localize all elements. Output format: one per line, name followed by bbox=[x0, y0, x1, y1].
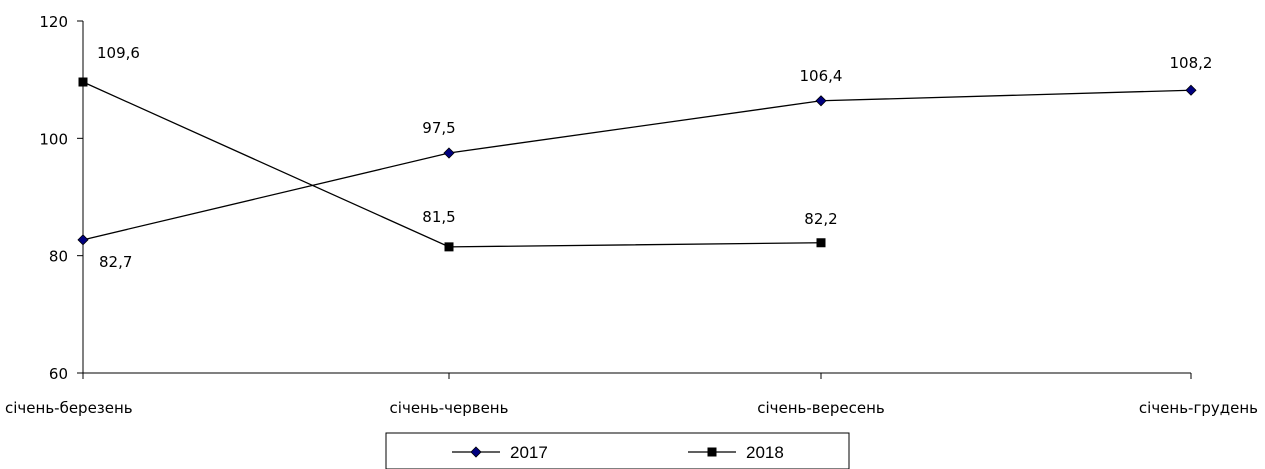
data-point-2018 bbox=[78, 77, 88, 87]
legend-label-2018: 2018 bbox=[746, 443, 784, 462]
x-tick-label: січень-вересень bbox=[757, 399, 885, 417]
data-label-2018: 109,6 bbox=[97, 44, 140, 62]
y-tick-label: 60 bbox=[49, 365, 68, 383]
legend-label-2017: 2017 bbox=[510, 443, 548, 462]
data-point-2018 bbox=[444, 242, 454, 252]
data-point-2017 bbox=[1185, 84, 1197, 96]
data-label-2017: 108,2 bbox=[1170, 54, 1213, 72]
data-point-2017 bbox=[815, 95, 827, 107]
data-point-2017 bbox=[443, 147, 455, 159]
x-tick-label: січень-грудень bbox=[1139, 399, 1258, 417]
chart-axes: 60 80 100 120 січень-березень січень-червень с… bbox=[5, 13, 1258, 417]
data-labels: 82,7 97,5 106,4 108,2 109,6 81,5 82,2 bbox=[97, 44, 1212, 271]
data-label-2018: 81,5 bbox=[422, 208, 455, 226]
data-label-2017: 82,7 bbox=[99, 253, 132, 271]
series-lines bbox=[82, 81, 1192, 248]
data-label-2017: 106,4 bbox=[800, 67, 843, 85]
legend-box bbox=[385, 432, 850, 469]
data-label-2018: 82,2 bbox=[804, 210, 837, 228]
legend-marker-2018 bbox=[707, 447, 717, 457]
data-point-2018 bbox=[816, 238, 826, 248]
y-tick-label: 100 bbox=[39, 130, 68, 148]
legend-marker-2017 bbox=[470, 446, 482, 458]
x-tick-label: січень-березень bbox=[5, 399, 133, 417]
series-markers bbox=[77, 77, 1197, 252]
legend: 2017 2018 bbox=[385, 432, 850, 469]
data-point-2017 bbox=[77, 234, 89, 246]
series-line-2017 bbox=[82, 89, 1192, 241]
x-tick-label: січень-червень bbox=[390, 399, 509, 417]
data-label-2017: 97,5 bbox=[422, 119, 455, 137]
y-tick-label: 80 bbox=[49, 248, 68, 266]
y-tick-label: 120 bbox=[39, 13, 68, 31]
